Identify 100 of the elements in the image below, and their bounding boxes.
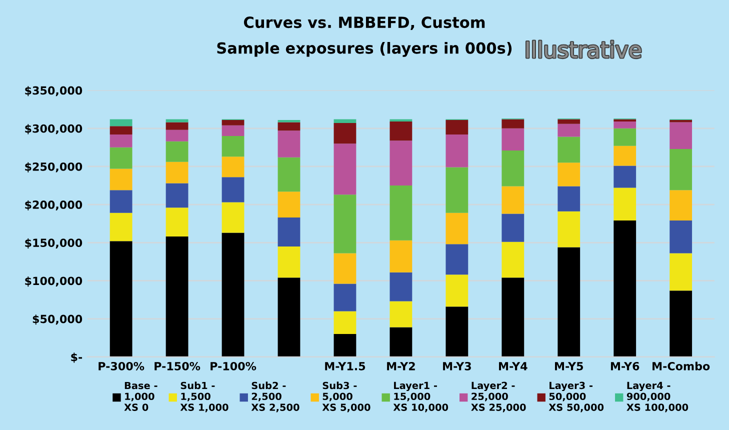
bar bbox=[502, 119, 524, 128]
bar bbox=[502, 242, 524, 278]
bar bbox=[166, 236, 188, 357]
bar bbox=[390, 140, 412, 186]
bar bbox=[502, 214, 524, 242]
x-tick-label: M-Y5 bbox=[555, 362, 584, 370]
x-tick-label: M-Y1.5 bbox=[325, 362, 366, 370]
bar bbox=[110, 212, 132, 242]
legend-label: Layer4 - 900,000 XS 100,000 bbox=[626, 382, 688, 412]
bar bbox=[670, 253, 692, 291]
bar bbox=[278, 122, 300, 131]
bar bbox=[110, 134, 132, 148]
bar bbox=[614, 122, 636, 128]
bar bbox=[110, 190, 132, 213]
bar bbox=[390, 301, 412, 328]
legend-label: Sub1 - 1,500 XS 1,000 bbox=[180, 382, 228, 412]
x-tick-label: P-150% bbox=[154, 362, 200, 370]
bar bbox=[558, 162, 580, 186]
bar bbox=[222, 120, 244, 126]
bar bbox=[166, 130, 188, 142]
bar bbox=[278, 192, 300, 218]
bar bbox=[558, 124, 580, 137]
y-tick-label: $50,000 bbox=[32, 314, 82, 325]
bar bbox=[222, 232, 244, 357]
bar bbox=[110, 126, 132, 134]
bar bbox=[110, 168, 132, 190]
x-tick-label: M-Y6 bbox=[610, 362, 640, 370]
bar bbox=[278, 157, 300, 192]
bar bbox=[558, 186, 580, 212]
bar bbox=[614, 166, 636, 188]
bar bbox=[390, 122, 412, 141]
y-tick-label: $350,000 bbox=[25, 86, 82, 96]
bar bbox=[334, 334, 356, 357]
x-tick-label: P-300% bbox=[98, 362, 144, 370]
bar bbox=[502, 150, 524, 186]
bar bbox=[446, 212, 468, 244]
bar bbox=[670, 122, 692, 149]
bar bbox=[558, 119, 580, 124]
bar bbox=[166, 122, 188, 130]
bar bbox=[110, 119, 132, 126]
bar bbox=[390, 327, 412, 357]
bar bbox=[166, 119, 188, 122]
bar bbox=[670, 190, 692, 221]
bar bbox=[334, 253, 356, 284]
bar bbox=[278, 218, 300, 246]
y-tick-label: $150,000 bbox=[25, 238, 82, 248]
bar bbox=[166, 141, 188, 162]
y-tick-label: $100,000 bbox=[25, 276, 82, 287]
bar bbox=[670, 220, 692, 254]
bar bbox=[334, 284, 356, 312]
y-tick-label: $300,000 bbox=[25, 124, 82, 134]
y-tick-label: $200,000 bbox=[25, 200, 82, 210]
bar bbox=[334, 123, 356, 144]
bar bbox=[558, 247, 580, 357]
bar bbox=[446, 134, 468, 168]
x-tick-label: M-Y3 bbox=[443, 362, 471, 370]
bar bbox=[390, 119, 412, 122]
bar bbox=[222, 202, 244, 233]
bar bbox=[278, 278, 300, 357]
bar bbox=[222, 177, 244, 202]
bar bbox=[278, 130, 300, 158]
text: Illustrative bbox=[526, 40, 641, 58]
bar bbox=[278, 246, 300, 278]
bar bbox=[222, 136, 244, 157]
bar bbox=[614, 119, 636, 122]
bar bbox=[334, 194, 356, 254]
x-tick-label: M-Y2 bbox=[387, 362, 415, 370]
bar bbox=[334, 311, 356, 334]
bar bbox=[390, 186, 412, 240]
legend-label: Base - 1,000 XS 0 bbox=[124, 382, 158, 411]
bar bbox=[390, 240, 412, 272]
bar bbox=[558, 136, 580, 163]
bar bbox=[222, 125, 244, 136]
bar bbox=[166, 162, 188, 184]
bar bbox=[614, 220, 636, 357]
y-tick-label: $250,000 bbox=[25, 162, 82, 172]
bar bbox=[390, 272, 412, 302]
bar bbox=[110, 147, 132, 169]
bar bbox=[502, 186, 524, 214]
legend-label: Sub2 - 2,500 XS 2,500 bbox=[251, 382, 300, 412]
bar bbox=[110, 241, 132, 357]
bar bbox=[502, 128, 524, 150]
bar bbox=[446, 274, 468, 307]
legend-label: Layer3 - 50,000 XS 50,000 bbox=[548, 382, 604, 412]
bar bbox=[446, 120, 468, 134]
chart-subtitle: Sample exposures (layers in 000s) bbox=[217, 42, 512, 57]
x-tick-label: P-100% bbox=[210, 362, 256, 370]
bar bbox=[558, 211, 580, 248]
x-tick-label: M-Combo bbox=[652, 362, 710, 370]
y-tick-label: $- bbox=[71, 352, 82, 363]
bar bbox=[222, 156, 244, 178]
bar bbox=[614, 128, 636, 146]
bar bbox=[334, 119, 356, 124]
legend-label: Layer2 - 25,000 XS 25,000 bbox=[471, 382, 526, 412]
chart-title: Curves vs. MBBEFD, Custom bbox=[244, 16, 485, 30]
x-tick-label: M-Y4 bbox=[499, 362, 528, 370]
bar bbox=[166, 208, 188, 237]
bar bbox=[446, 244, 468, 275]
bar bbox=[166, 183, 188, 208]
bar bbox=[502, 278, 524, 357]
